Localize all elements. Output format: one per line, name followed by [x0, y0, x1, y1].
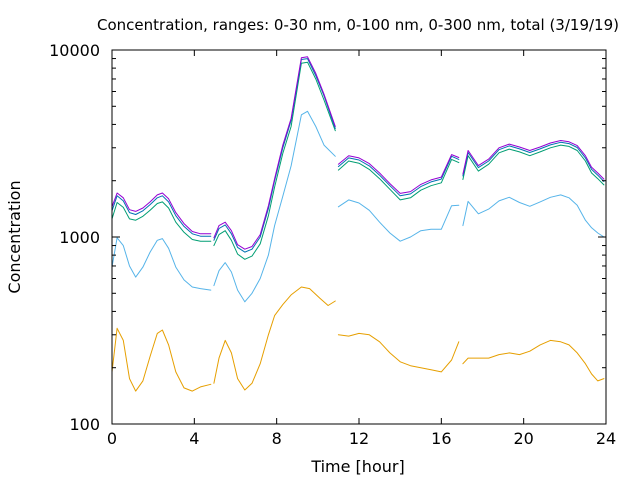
y-axis-label: Concentration: [5, 180, 24, 293]
x-axis-label: Time [hour]: [310, 457, 404, 476]
x-tick-label: 20: [513, 429, 533, 448]
x-tick-label: 4: [189, 429, 199, 448]
series-3-segment-1: [111, 237, 212, 291]
series-5-segment-1: [111, 201, 212, 242]
x-tick-label: 24: [596, 429, 616, 448]
y-tick-label: 1000: [59, 228, 100, 247]
series-10-segment-1: [337, 154, 460, 194]
x-tick-label: 0: [107, 429, 117, 448]
series-10-segment-2: [462, 140, 605, 180]
series-9-segment-2: [213, 56, 336, 250]
plot-frame: [111, 49, 607, 425]
series-4-segment-2: [462, 194, 605, 238]
x-tick-label: 16: [431, 429, 451, 448]
series-6-segment-2: [462, 144, 605, 186]
series-7-segment-1: [111, 195, 212, 237]
y-tick-label: 10000: [49, 41, 100, 60]
series-4-segment-1: [337, 199, 460, 242]
series-9-segment-1: [111, 192, 212, 235]
series-3-segment-2: [213, 110, 336, 303]
series-2-segment-1: [337, 332, 460, 373]
y-tick-label: 100: [69, 415, 100, 434]
series-1-segment-1: [111, 327, 212, 392]
series-2-segment-2: [462, 339, 605, 382]
series-layer: [111, 56, 605, 392]
series-7-segment-2: [213, 58, 336, 253]
x-tick-label: 12: [349, 429, 369, 448]
series-8-segment-1: [337, 155, 460, 197]
x-tick-label: 8: [272, 429, 282, 448]
ticks-layer: 0 4 8 12 16 20 24 100 1000 10000: [49, 41, 616, 448]
series-6-segment-1: [337, 158, 460, 201]
series-1-segment-2: [213, 286, 336, 391]
series-5-segment-2: [213, 61, 336, 260]
chart-title: Concentration, ranges: 0-30 nm, 0-100 nm…: [97, 16, 619, 34]
series-8-segment-2: [462, 141, 605, 182]
